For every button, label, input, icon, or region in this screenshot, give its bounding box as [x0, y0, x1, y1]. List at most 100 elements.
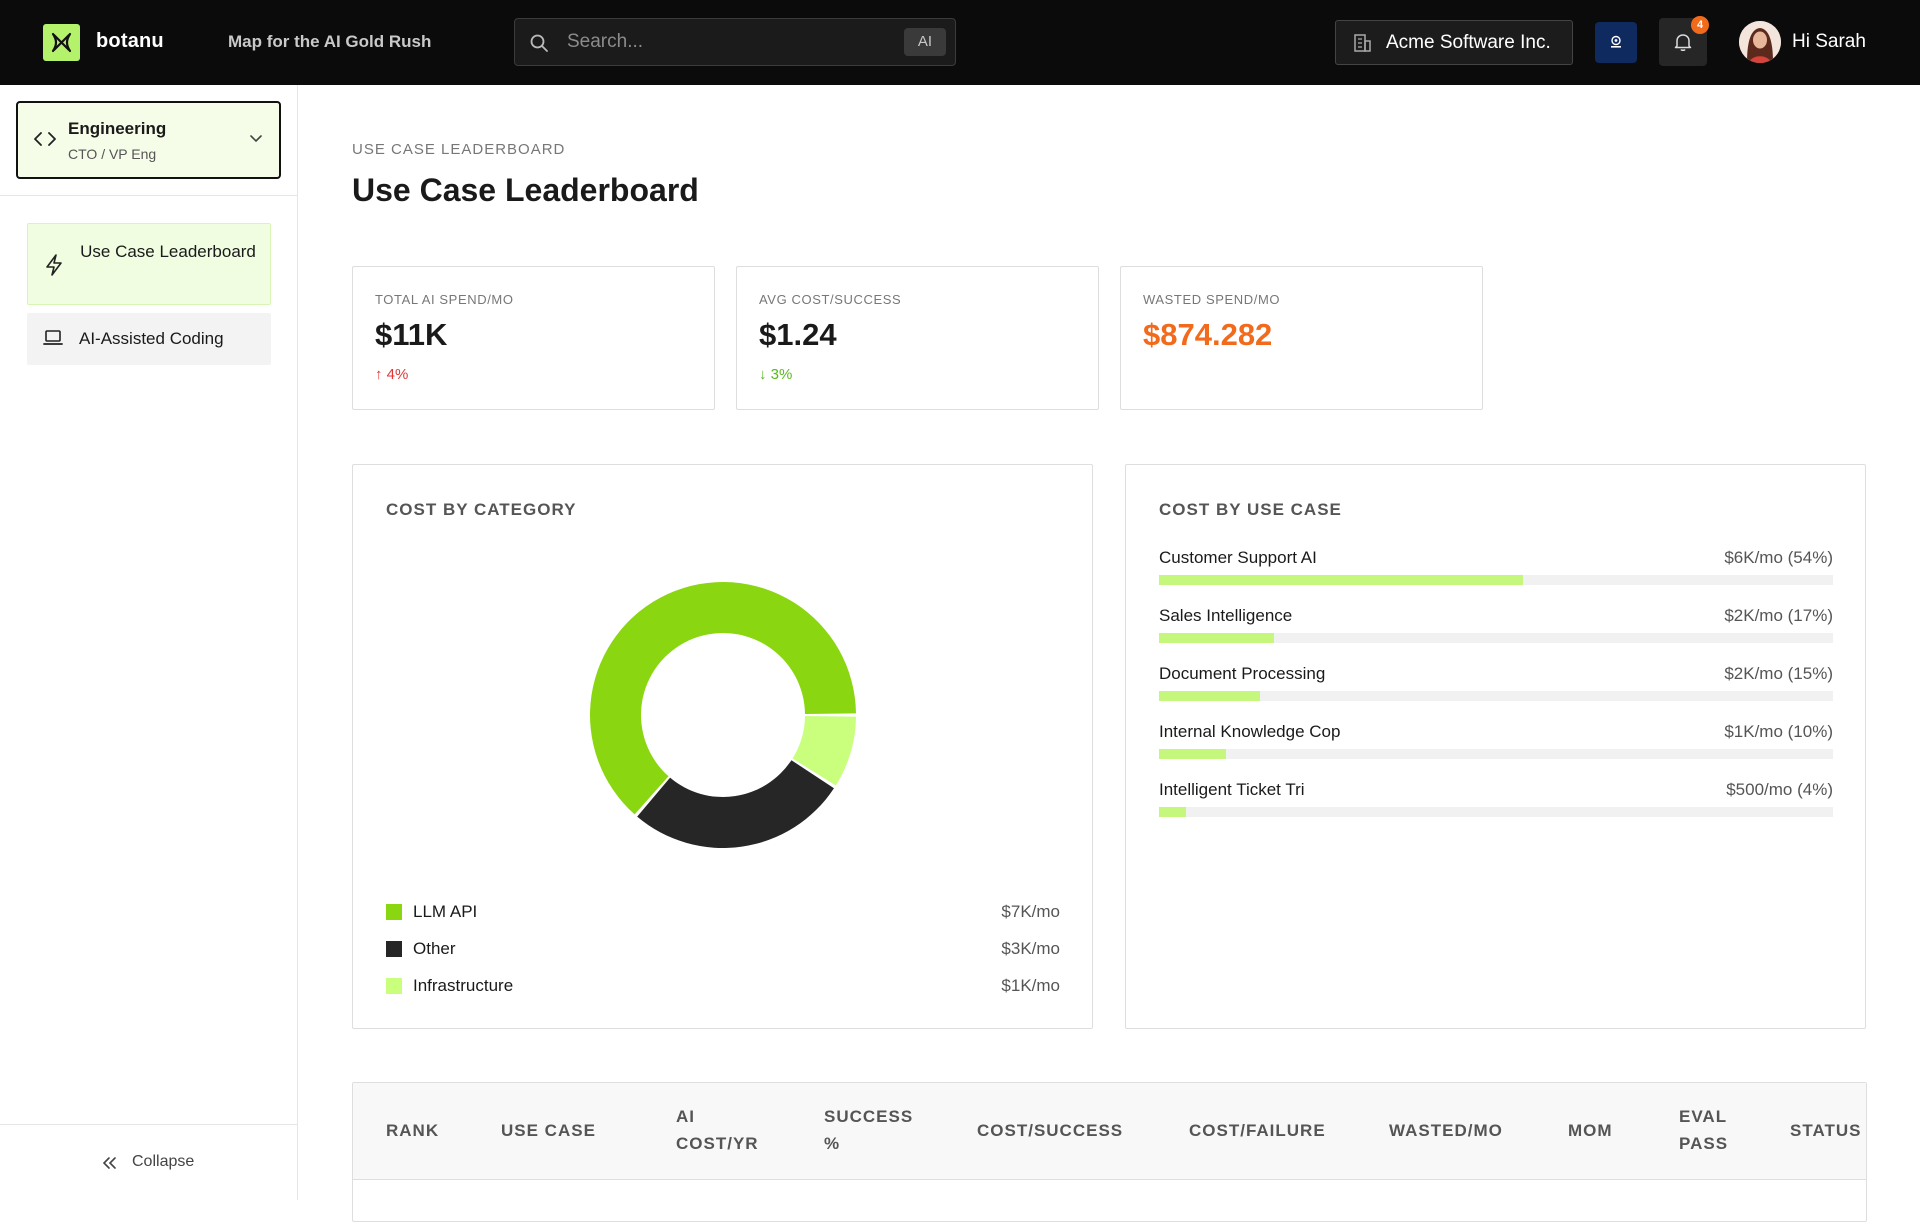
chevrons-left-icon — [102, 1157, 116, 1169]
tagline: Map for the AI Gold Rush — [228, 32, 432, 51]
kpi-card-avg-cost: AVG COST/SUCCESS $1.24 ↓ 3% — [736, 266, 1099, 410]
column-header-success[interactable]: SUCCESS % — [824, 1107, 914, 1153]
cost-bar-fill — [1159, 691, 1261, 701]
app-logo-icon — [1611, 35, 1621, 48]
ai-search-button[interactable]: AI — [904, 28, 946, 56]
sidebar: Engineering CTO / VP Eng Use Case Leader… — [0, 85, 298, 1200]
legend-item: Infrastructure $1K/mo — [386, 974, 1060, 998]
collapse-label: Collapse — [132, 1153, 195, 1170]
use-case-cost-row: Customer Support AI $6K/mo (54%) — [1159, 548, 1833, 588]
role-title: Engineering — [68, 119, 167, 138]
user-avatar[interactable] — [1739, 21, 1781, 63]
code-icon — [34, 132, 56, 146]
column-header-eval-pass[interactable]: EVAL PASS — [1679, 1107, 1729, 1153]
donut-slice-llm-api[interactable] — [590, 582, 856, 815]
botanu-logo-icon[interactable] — [43, 24, 80, 61]
building-icon — [1354, 34, 1371, 52]
use-case-name: Document Processing — [1159, 664, 1326, 683]
user-avatar-icon — [1739, 21, 1781, 63]
column-header-status[interactable]: STATUS — [1790, 1121, 1862, 1140]
legend-swatch — [386, 904, 402, 920]
bell-icon — [1674, 34, 1692, 51]
use-case-name: Internal Knowledge Cop — [1159, 722, 1341, 741]
use-case-name: Customer Support AI — [1159, 548, 1317, 567]
legend-item: Other $3K/mo — [386, 937, 1060, 961]
laptop-icon — [43, 330, 63, 345]
column-header-cost-per-success[interactable]: COST/SUCCESS — [977, 1121, 1124, 1140]
cost-bar-track — [1159, 749, 1833, 759]
breadcrumb: USE CASE LEADERBOARD — [352, 141, 566, 158]
use-case-cost-row: Sales Intelligence $2K/mo (17%) — [1159, 606, 1833, 646]
column-header-mom[interactable]: MOM — [1568, 1121, 1613, 1140]
column-header-cost-per-failure[interactable]: COST/FAILURE — [1189, 1121, 1326, 1140]
donut-slice-infrastructure[interactable] — [792, 716, 856, 786]
leaderboard-table: RANK USE CASE AI COST/YR SUCCESS % COST/… — [352, 1082, 1867, 1222]
kpi-value: $874.282 — [1143, 317, 1273, 352]
cost-bar-fill — [1159, 575, 1523, 585]
search-bar[interactable]: AI — [514, 18, 956, 66]
use-case-cost-row: Document Processing $2K/mo (15%) — [1159, 664, 1833, 704]
company-selector[interactable]: Acme Software Inc. — [1335, 20, 1573, 65]
cost-bar-track — [1159, 807, 1833, 817]
page-title: Use Case Leaderboard — [352, 172, 699, 208]
column-header-ai-cost[interactable]: AI COST/YR — [676, 1107, 759, 1153]
cost-bar-track — [1159, 691, 1833, 701]
legend-value: $3K/mo — [1001, 939, 1060, 958]
legend-item: LLM API $7K/mo — [386, 900, 1060, 924]
kpi-label: WASTED SPEND/MO — [1143, 292, 1281, 307]
use-case-cost: $6K/mo (54%) — [1724, 548, 1833, 567]
use-case-cost: $500/mo (4%) — [1726, 780, 1833, 799]
sidebar-item-label: Use Case Leaderboard — [80, 242, 256, 261]
search-icon — [530, 34, 548, 52]
logo-glyph-icon — [51, 32, 72, 53]
kpi-value: $11K — [375, 317, 448, 352]
use-case-name: Sales Intelligence — [1159, 606, 1293, 625]
column-header-use-case[interactable]: USE CASE — [501, 1121, 596, 1140]
cost-bar-fill — [1159, 807, 1186, 817]
user-greeting[interactable]: Hi Sarah — [1792, 31, 1866, 52]
role-selector[interactable]: Engineering CTO / VP Eng — [16, 101, 281, 179]
cost-bar-track — [1159, 575, 1833, 585]
legend-name: Other — [413, 939, 456, 958]
column-header-wasted[interactable]: WASTED/MO — [1389, 1121, 1503, 1140]
use-case-cost: $2K/mo (15%) — [1724, 664, 1833, 683]
kpi-delta: ↑ 4% — [375, 366, 409, 383]
cost-by-category-donut — [590, 582, 856, 848]
sidebar-divider — [0, 195, 298, 196]
company-name: Acme Software Inc. — [1386, 32, 1551, 53]
search-input[interactable] — [567, 27, 887, 57]
column-header-rank[interactable]: RANK — [386, 1121, 440, 1140]
panel-title: COST BY CATEGORY — [386, 500, 577, 519]
cost-bar-fill — [1159, 749, 1227, 759]
kpi-card-total-spend: TOTAL AI SPEND/MO $11K ↑ 4% — [352, 266, 715, 410]
cost-by-use-case-panel: COST BY USE CASE Customer Support AI $6K… — [1125, 464, 1866, 1029]
cost-by-category-panel: COST BY CATEGORY LLM API $7K/mo Other $3… — [352, 464, 1093, 1029]
use-case-cost: $1K/mo (10%) — [1724, 722, 1833, 741]
cost-bar-fill — [1159, 633, 1274, 643]
sidebar-item-use-case-leaderboard[interactable]: Use Case Leaderboard — [27, 223, 271, 305]
kpi-value: $1.24 — [759, 317, 837, 352]
use-case-name: Intelligent Ticket Tri — [1159, 780, 1305, 799]
legend-swatch — [386, 941, 402, 957]
sidebar-footer-divider — [0, 1124, 298, 1125]
panel-title: COST BY USE CASE — [1159, 500, 1342, 519]
chevron-down-icon — [250, 135, 262, 143]
legend-name: LLM API — [413, 902, 478, 921]
brand-name[interactable]: botanu — [96, 30, 164, 52]
lightning-icon — [46, 254, 62, 276]
role-subtitle: CTO / VP Eng — [68, 146, 157, 162]
sidebar-item-label: AI-Assisted Coding — [79, 329, 224, 348]
donut-slice-other[interactable] — [637, 760, 834, 848]
legend-value: $7K/mo — [1001, 902, 1060, 921]
cost-bar-track — [1159, 633, 1833, 643]
table-header: RANK USE CASE AI COST/YR SUCCESS % COST/… — [353, 1083, 1866, 1180]
use-case-cost: $2K/mo (17%) — [1724, 606, 1833, 625]
collapse-sidebar-button[interactable]: Collapse — [100, 1153, 194, 1171]
kpi-delta: ↓ 3% — [759, 366, 793, 383]
sidebar-item-ai-assisted-coding[interactable]: AI-Assisted Coding — [27, 313, 271, 365]
integration-app-button[interactable] — [1595, 22, 1637, 63]
kpi-label: AVG COST/SUCCESS — [759, 292, 902, 307]
notification-count-badge: 4 — [1691, 16, 1709, 34]
kpi-card-wasted-spend: WASTED SPEND/MO $874.282 — [1120, 266, 1483, 410]
top-bar: botanu Map for the AI Gold Rush AI Acme … — [0, 0, 1920, 85]
